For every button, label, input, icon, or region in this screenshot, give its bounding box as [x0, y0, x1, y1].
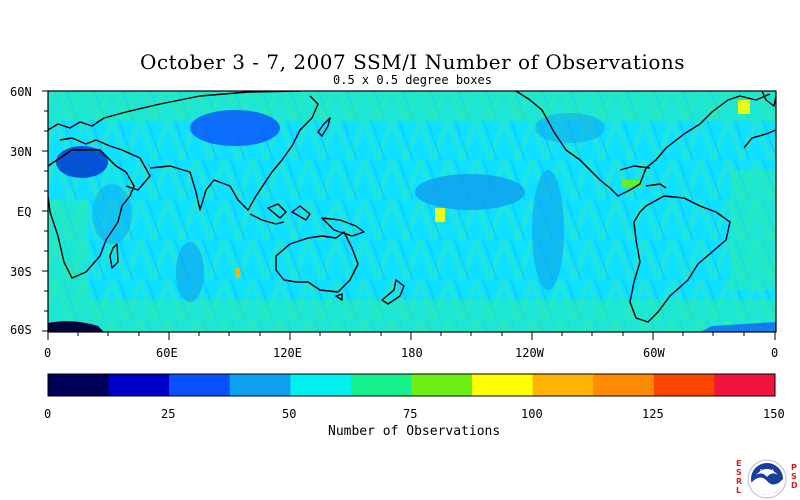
colorbar-tick: 50: [282, 407, 297, 421]
logo-letter: S: [736, 468, 742, 477]
colorbar-tick: 100: [521, 407, 543, 421]
colorbar-swatch: [48, 374, 110, 396]
colorbar-tick: 25: [161, 407, 176, 421]
colorbar-swatch: [593, 374, 655, 396]
high-count-areas: [236, 100, 750, 278]
logo-letter: S: [791, 472, 797, 481]
lon-label-120e: 120E: [273, 346, 302, 360]
colorbar-tick: 125: [642, 407, 664, 421]
colorbar-swatch: [350, 374, 412, 396]
lat-label-60n: 60N: [10, 85, 32, 99]
lat-label-60s: 60S: [10, 323, 32, 337]
logo-letter: E: [736, 459, 742, 468]
map-subtitle: 0.5 x 0.5 degree boxes: [333, 73, 492, 87]
lon-label-120w: 120W: [515, 346, 544, 360]
low-count-areas: [56, 110, 605, 302]
svg-text:NOAA: NOAA: [760, 469, 775, 475]
map-title: October 3 - 7, 2007 SSM/I Number of Obse…: [139, 50, 686, 74]
colorbar-label: Number of Observations: [328, 424, 501, 439]
colorbar-swatch: [229, 374, 291, 396]
lat-label-30n: 30N: [10, 145, 32, 159]
logo-letter: P: [791, 463, 797, 472]
colorbar-swatch: [714, 374, 776, 396]
colorbar-swatch: [108, 374, 170, 396]
colorbar-tick: 75: [403, 407, 418, 421]
coastlines: [48, 91, 776, 323]
colorbar-swatch: [472, 374, 534, 396]
lon-label-0: 0: [44, 346, 52, 360]
axis-ticks: [42, 90, 776, 340]
colorbar-swatch: [411, 374, 473, 396]
colorbar-tick: 0: [44, 407, 52, 421]
lon-label-60e: 60E: [156, 346, 178, 360]
lon-label-60w: 60W: [643, 346, 665, 360]
logo-letter: D: [791, 481, 798, 490]
logo-letter: L: [736, 486, 742, 495]
colorbar-swatch: [532, 374, 594, 396]
colorbar-tick: 150: [763, 407, 785, 421]
noaa-esrl-logo: E S R L NOAA P S D: [736, 459, 798, 499]
lon-label-0-east: 0: [771, 346, 779, 360]
lat-label-eq: EQ: [17, 205, 32, 219]
noaa-emblem-icon: NOAA: [747, 459, 787, 499]
lon-label-180: 180: [401, 346, 423, 360]
lat-label-30s: 30S: [10, 265, 32, 279]
colorbar-swatch: [169, 374, 231, 396]
logo-letter: R: [736, 477, 743, 486]
colorbar-swatch: [290, 374, 352, 396]
colorbar-frame: [47, 373, 776, 397]
colorbar-swatch: [653, 374, 715, 396]
colorbar: [48, 374, 776, 396]
